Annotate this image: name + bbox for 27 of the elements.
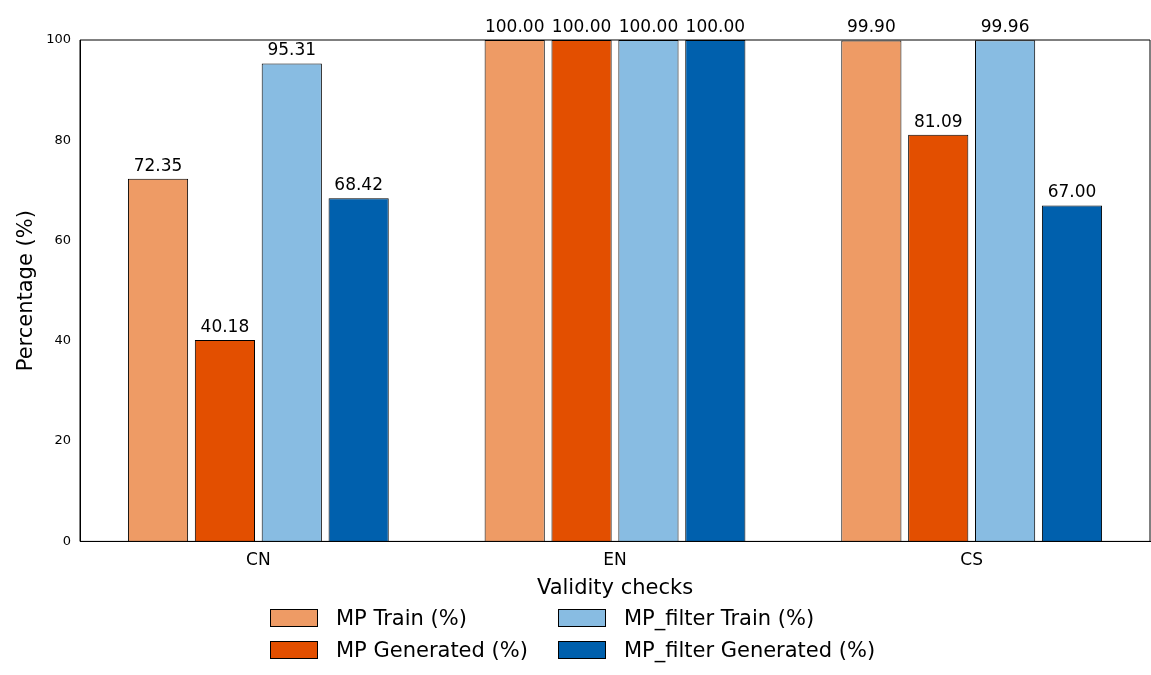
y-tick-label: 40	[54, 332, 72, 348]
data-label: 100.00	[551, 15, 612, 36]
data-label: 100.00	[685, 15, 746, 36]
y-tick-label: 60	[54, 231, 72, 247]
data-label: 81.09	[913, 110, 963, 131]
data-label: 99.96	[980, 16, 1030, 37]
legend-label: MP Generated (%)	[336, 638, 528, 662]
legend-label: MP Train (%)	[336, 606, 467, 630]
y-tick-label: 100	[46, 31, 72, 47]
x-axis-title: Validity checks	[536, 574, 694, 599]
x-tick-label: EN	[603, 549, 627, 570]
data-label: 95.31	[267, 39, 317, 60]
y-tick-label: 20	[54, 432, 72, 448]
data-label: 67.00	[1047, 181, 1097, 202]
x-tick-label: CS	[960, 549, 983, 570]
data-label: 72.35	[133, 154, 183, 175]
legend-label: MP_filter Train (%)	[623, 606, 815, 630]
y-tick-label: 80	[54, 131, 72, 147]
legend-label: MP_filter Generated (%)	[623, 638, 876, 662]
data-label: 100.00	[484, 15, 545, 36]
data-label: 68.42	[334, 174, 383, 195]
x-tick-label: CN	[246, 549, 271, 570]
y-axis-title: Percentage (%)	[13, 210, 38, 372]
data-label: 100.00	[618, 15, 679, 36]
y-tick-label: 0	[62, 532, 72, 548]
data-label: 40.18	[200, 315, 250, 336]
data-label: 99.90	[847, 16, 896, 37]
